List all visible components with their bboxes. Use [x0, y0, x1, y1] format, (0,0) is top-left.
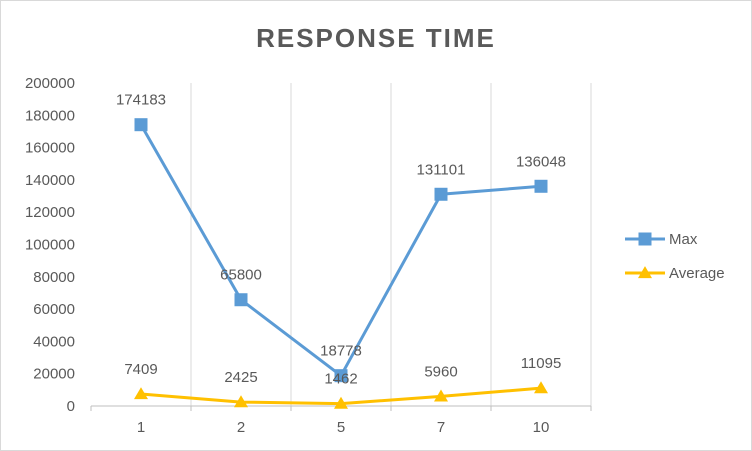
data-point-max [134, 118, 148, 132]
y-tick-label: 40000 [33, 333, 75, 350]
y-tick-label: 160000 [25, 140, 75, 157]
y-tick-label: 0 [67, 398, 75, 415]
y-tick-label: 120000 [25, 204, 75, 221]
data-point-average [134, 387, 148, 400]
data-label-max: 174183 [116, 92, 166, 109]
data-point-max [434, 187, 448, 201]
x-tick-label: 5 [337, 419, 345, 436]
data-point-max [534, 179, 548, 193]
data-point-average [534, 381, 548, 394]
data-point-average [234, 395, 248, 408]
y-tick-label: 180000 [25, 107, 75, 124]
x-tick-label: 1 [137, 419, 145, 436]
data-label-average: 11095 [521, 355, 562, 372]
data-label-max: 18778 [320, 343, 362, 360]
data-point-average [434, 389, 448, 402]
legend-label-average: Average [669, 265, 725, 282]
data-label-average: 7409 [124, 361, 157, 378]
data-label-max: 65800 [220, 267, 262, 284]
data-label-max: 136048 [516, 153, 566, 170]
legend-label-max: Max [669, 231, 698, 248]
data-label-max: 131101 [417, 161, 466, 178]
series-line-max [139, 123, 542, 378]
y-tick-label: 80000 [33, 269, 75, 286]
y-tick-label: 140000 [25, 172, 75, 189]
data-label-average: 1462 [324, 371, 357, 388]
x-tick-label: 10 [533, 419, 550, 436]
legend-marker-average [638, 266, 652, 279]
legend-marker-max [638, 232, 652, 246]
data-point-max [334, 369, 348, 383]
y-tick-label: 200000 [25, 75, 75, 92]
data-label-average: 2425 [224, 369, 257, 386]
data-label-average: 5960 [424, 363, 457, 380]
chart-title: RESPONSE TIME [256, 23, 496, 53]
y-tick-label: 20000 [33, 366, 75, 383]
x-tick-label: 2 [237, 419, 245, 436]
y-tick-label: 100000 [25, 237, 75, 254]
data-point-average [334, 396, 348, 409]
data-point-max [234, 293, 248, 307]
x-tick-label: 7 [437, 419, 445, 436]
y-tick-label: 60000 [33, 301, 75, 318]
